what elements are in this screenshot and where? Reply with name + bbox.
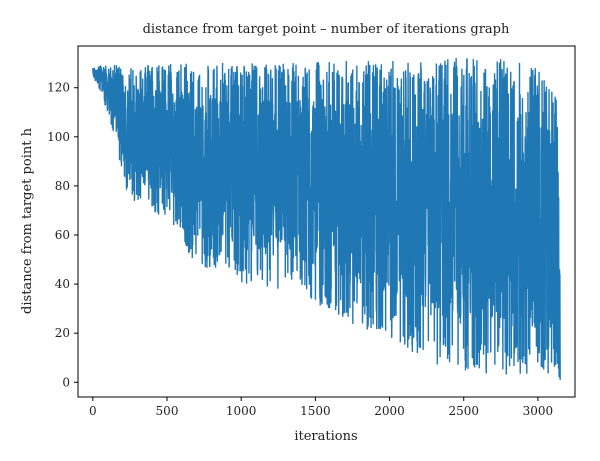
y-tick-label: 120 <box>47 81 70 95</box>
x-tick-label: 1500 <box>300 404 331 418</box>
x-tick-label: 0 <box>89 404 97 418</box>
axes-frame <box>77 45 576 398</box>
plot-area <box>92 57 561 380</box>
y-tick-label: 20 <box>55 326 70 340</box>
series-line <box>92 57 561 380</box>
chart-title: distance from target point – number of i… <box>143 22 510 37</box>
x-tick-label: 1000 <box>226 404 257 418</box>
x-tick-label: 2000 <box>374 404 405 418</box>
x-axis: 0 500 1000 1500 2000 2500 3000 <box>89 397 553 418</box>
x-tick-label: 500 <box>156 404 179 418</box>
y-tick-label: 100 <box>47 130 70 144</box>
y-axis-label: distance from target point h <box>20 127 35 314</box>
x-tick-label: 3000 <box>523 404 554 418</box>
x-axis-label: iterations <box>294 429 357 444</box>
x-tick-label: 2500 <box>448 404 479 418</box>
y-tick-label: 40 <box>55 277 70 291</box>
y-tick-label: 0 <box>62 375 70 389</box>
y-tick-label: 80 <box>55 179 70 193</box>
y-tick-label: 60 <box>55 228 70 242</box>
y-axis: 0 20 40 60 80 100 120 <box>47 81 78 389</box>
